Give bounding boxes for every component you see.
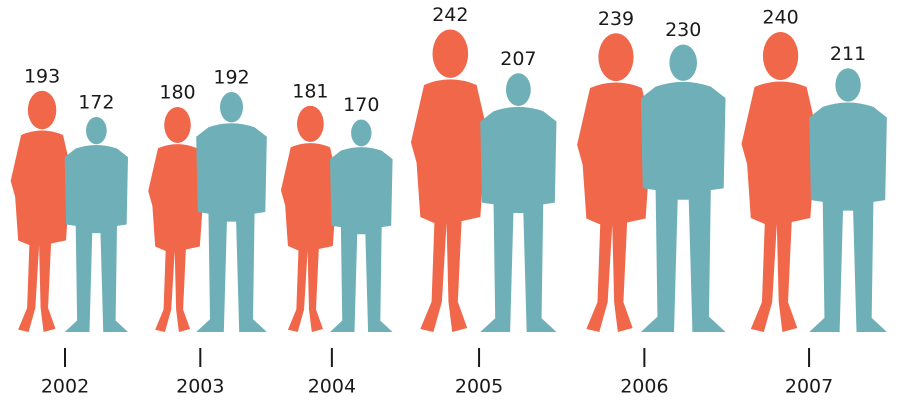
value-label: 193 <box>24 65 60 87</box>
value-label: 170 <box>343 94 379 116</box>
figure-part <box>351 119 372 147</box>
woman-figure <box>10 90 74 333</box>
value-label: 207 <box>500 48 536 70</box>
figure-part <box>741 81 820 332</box>
value-label: 181 <box>292 80 328 102</box>
figure-part <box>480 106 557 332</box>
figure-part <box>64 144 129 332</box>
woman-figure <box>280 105 340 333</box>
figure-part <box>640 81 726 332</box>
figure-part <box>835 68 861 102</box>
figure-part <box>330 147 393 332</box>
figure-part <box>10 130 74 333</box>
x-tick-label: 2004 <box>308 376 356 398</box>
value-label: 180 <box>159 82 195 104</box>
value-label: 172 <box>78 92 114 114</box>
man-figure <box>330 119 393 332</box>
figure-part <box>598 33 634 82</box>
value-label: 239 <box>598 8 634 30</box>
woman-figure <box>741 32 820 332</box>
woman-figure <box>410 29 490 332</box>
figure-part <box>280 143 340 333</box>
x-tick-label: 2003 <box>176 376 224 398</box>
figure-part <box>809 102 887 333</box>
man-figure <box>480 73 557 332</box>
figure-part <box>297 105 324 142</box>
figure-part <box>196 123 267 332</box>
man-figure <box>64 117 129 332</box>
figure-part <box>27 90 57 130</box>
figure-part <box>410 79 490 332</box>
x-tick-label: 2002 <box>41 376 89 398</box>
value-label: 240 <box>762 7 798 29</box>
man-figure <box>196 92 267 332</box>
value-label: 230 <box>665 19 701 41</box>
figure-part <box>86 117 107 145</box>
x-tick-label: 2006 <box>620 376 668 398</box>
figure-part <box>762 32 799 80</box>
man-figure <box>809 68 887 333</box>
woman-figure <box>148 107 207 332</box>
man-figure <box>640 44 726 332</box>
woman-figure <box>577 33 655 332</box>
figure-part <box>164 107 191 143</box>
value-label: 211 <box>830 43 866 65</box>
figure-part <box>148 144 207 332</box>
figure-part <box>505 73 531 107</box>
x-tick-label: 2007 <box>785 376 833 398</box>
figure-part <box>432 29 469 78</box>
value-label: 192 <box>213 67 249 89</box>
value-label: 242 <box>432 4 468 26</box>
figure-part <box>577 82 655 332</box>
x-tick-label: 2005 <box>455 376 503 398</box>
figure-part <box>219 92 244 123</box>
figure-part <box>669 44 698 81</box>
